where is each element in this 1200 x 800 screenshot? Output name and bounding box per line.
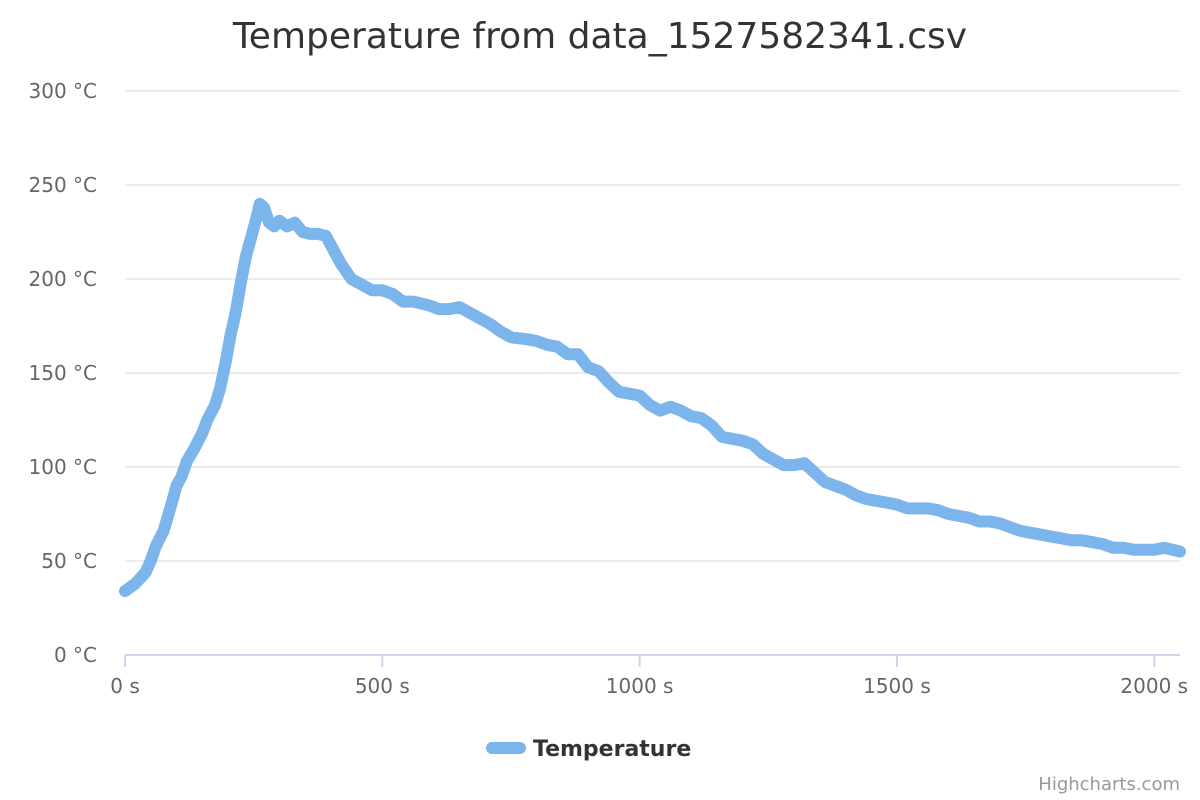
- y-tick-label: 50 °C: [41, 549, 97, 573]
- grid-lines: [125, 90, 1180, 656]
- chart-title: Temperature from data_1527582341.csv: [232, 16, 967, 57]
- credits-link[interactable]: Highcharts.com: [1038, 774, 1180, 795]
- legend-marker-symbol: [500, 742, 512, 754]
- x-tick-label: 1000 s: [606, 674, 674, 698]
- y-tick-label: 200 °C: [29, 267, 98, 291]
- x-tick-label: 500 s: [355, 674, 410, 698]
- y-tick-label: 150 °C: [29, 361, 98, 385]
- y-axis-labels: 0 °C 50 °C 100 °C 150 °C 200 °C 250 °C 300 °C: [29, 79, 98, 667]
- y-tick-label: 250 °C: [29, 173, 98, 197]
- x-tick-label: 0 s: [110, 674, 140, 698]
- x-axis: 0 s 500 s 1000 s 1500 s 2000 s: [110, 654, 1188, 698]
- y-tick-label: 300 °C: [29, 79, 98, 103]
- y-tick-label: 100 °C: [29, 455, 98, 479]
- series-temperature[interactable]: [119, 197, 1186, 598]
- x-tick-label: 2000 s: [1120, 674, 1188, 698]
- legend-label-temperature[interactable]: Temperature: [533, 737, 691, 762]
- legend[interactable]: Temperature: [486, 737, 691, 762]
- series-line[interactable]: [119, 197, 1186, 598]
- y-tick-label: 0 °C: [54, 643, 97, 667]
- x-tick-label: 1500 s: [863, 674, 931, 698]
